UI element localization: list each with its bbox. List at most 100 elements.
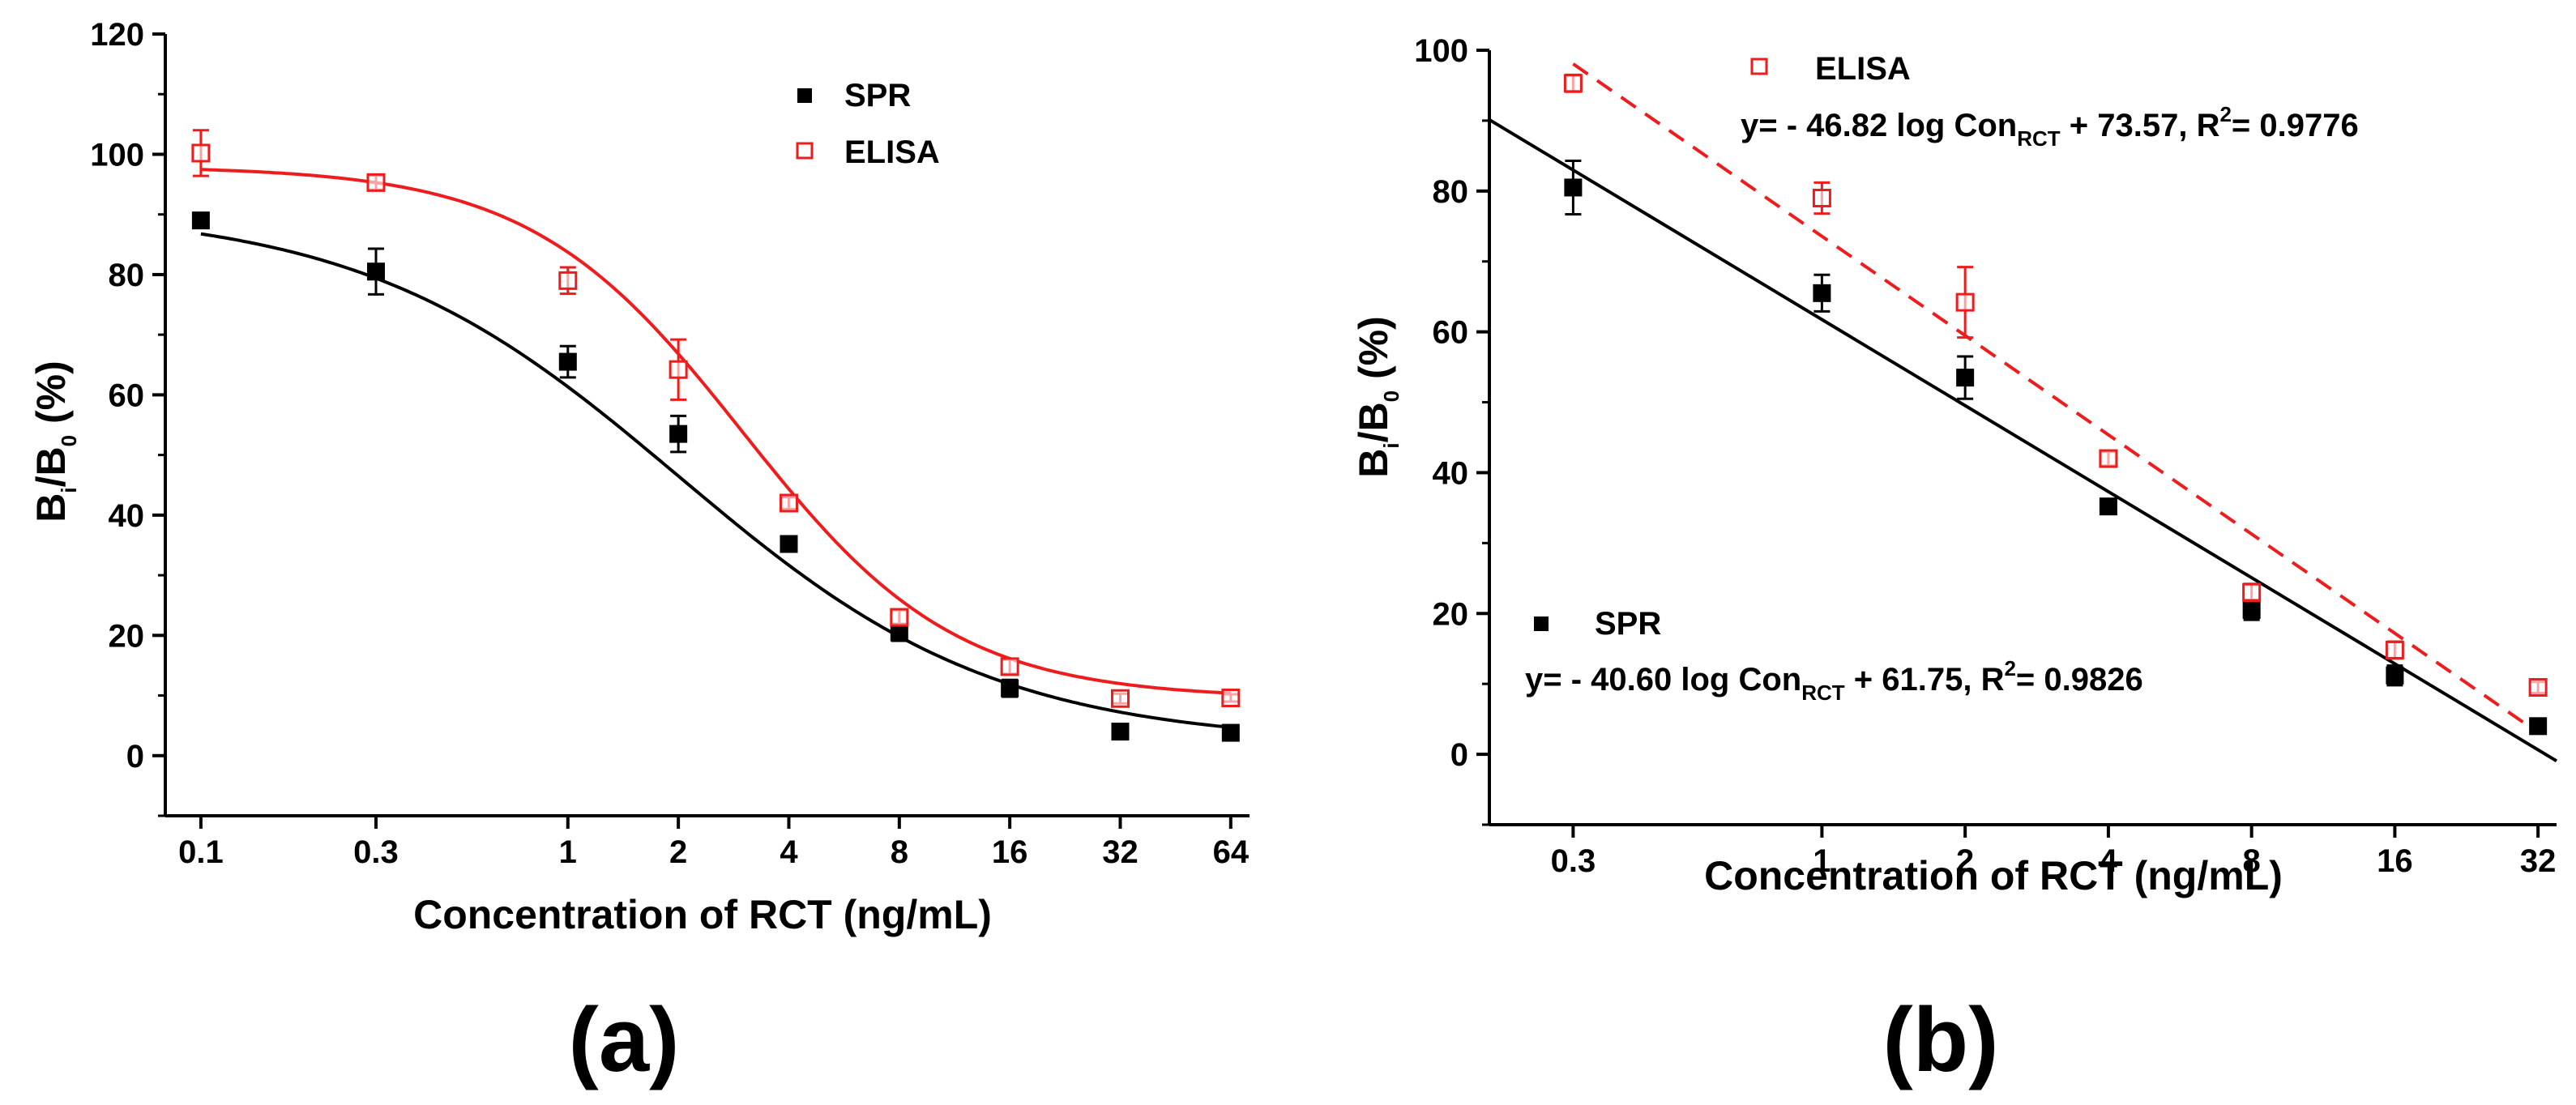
panel-a-x-axis-label: Concentration of RCT (ng/mL) (413, 892, 992, 937)
panel-a-legend-marker-elisa (796, 142, 814, 160)
panel-a-spr-point (1221, 723, 1240, 742)
panel-b-x-tick-label: 0.3 (1551, 843, 1596, 879)
panel-a-label: (a) (569, 989, 680, 1090)
panel-a-x-tick-label: 32 (1102, 834, 1138, 870)
panel-b-spr-point (2386, 666, 2404, 685)
panel-b-y-label-b: B (1351, 449, 1396, 478)
panel-a-spr-point (1001, 679, 1019, 698)
panel-b-eq-spr-lead: y= - 40.60 log Con (1525, 662, 1801, 698)
panel-a-y-tick-label: 60 (109, 378, 145, 413)
panel-a-x-tick-label: 16 (992, 834, 1028, 870)
panel-a-elisa-point (558, 271, 578, 290)
panel-b-spr-point (2099, 497, 2117, 516)
panel-b-y-axis-label: Bi/B0 (%) (1351, 316, 1403, 477)
panel-a-spr-point (780, 535, 798, 553)
panel-a-legend-label-spr: SPR (844, 78, 911, 113)
panel-a-legend-label-elisa: ELISA (844, 134, 940, 170)
panel-b-y-label-sub-i: i (1379, 442, 1403, 448)
panel-b-y-label-unit: (%) (1351, 316, 1396, 390)
panel-a-spr-point (1111, 723, 1130, 741)
panel-a-elisa-fit-line (200, 168, 1231, 695)
panel-b-x-tick-label: 1 (1813, 843, 1831, 879)
panel-b-y-label-sub-0: 0 (1379, 390, 1403, 402)
panel-a-y-label-b: B (28, 493, 74, 523)
panel-a-elisa-point (1110, 689, 1130, 708)
panel-a-x-tick-label: 8 (891, 834, 908, 870)
panel-b-legend-label-spr: SPR (1595, 606, 1661, 642)
panel-a-y-tick-label: 20 (109, 618, 145, 654)
panel-a-y-tick-label: 40 (109, 498, 145, 534)
panel-b-elisa-fit-line (1572, 62, 2540, 734)
panel-a-elisa-point (1221, 689, 1241, 708)
panel-a-elisa-point (669, 360, 688, 379)
panel-a-spr-point (669, 425, 688, 443)
panel-b-spr-point (1956, 369, 1975, 387)
panel-b-elisa-point (2528, 678, 2548, 698)
panel-b-plot-area: 0 20 40 60 80 100 0.3 1 2 4 8 16 32 (1414, 33, 2558, 879)
panel-b-y-tick-label: 80 (1433, 174, 1469, 210)
panel-b-elisa-point (2099, 449, 2118, 468)
panel-b-legend-marker-elisa (1750, 58, 1768, 75)
panel-b-eq-spr-tail: = 0.9826 (2016, 662, 2143, 698)
panel-a-spr-fit-line (200, 232, 1231, 729)
panel-b-x-tick-label: 4 (2100, 843, 2118, 879)
panel-b-elisa-point (1955, 292, 1975, 312)
panel-a-y-tick-label: 120 (90, 17, 144, 53)
panel-a-x-tick-label: 64 (1213, 834, 1250, 870)
panel-b-eq-elisa-sub: RCT (2017, 126, 2061, 151)
panel-a-y-label-unit: (%) (28, 361, 74, 435)
panel-b-legend-marker-spr (1534, 616, 1549, 631)
panel-a-elisa-point (890, 608, 909, 627)
panel-a-spr-point (890, 623, 908, 642)
panel-a-y-axis-label: Bi/B0 (%) (28, 361, 81, 522)
panel-a-y-tick-label: 0 (126, 739, 144, 774)
panel-b-elisa-point (1812, 189, 1831, 208)
panel-b-eq-elisa-mid: + 73.57, R (2061, 108, 2220, 143)
panel-b-legend-spr: SPR y= - 40.60 log ConRCT + 61.75, R2= 0… (1525, 606, 2143, 705)
panel-a-x-tick-label: 1 (559, 834, 577, 870)
panel-b-elisa-point (2242, 582, 2262, 602)
panel-a: 0 20 40 60 80 100 120 0.1 0.3 1 2 4 8 16 32 64 SPR ELIS… (28, 17, 1250, 1090)
panel-b-x-tick-label: 16 (2377, 843, 2413, 879)
panel-a-legend-marker-spr (797, 88, 812, 103)
panel-b-y-tick-label: 20 (1433, 596, 1469, 632)
panel-a-y-label-slash-b: /B (28, 446, 74, 487)
panel-b-eq-elisa-lead: y= - 46.82 log Con (1741, 108, 2017, 143)
panel-b-y-tick-label: 0 (1450, 737, 1468, 773)
panel-a-x-tick-label: 0.3 (353, 834, 399, 870)
panel-b-eq-spr-sup: 2 (2004, 656, 2015, 680)
panel-a-y-label-sub-i: i (57, 487, 81, 493)
panel-a-x-tick-label: 4 (780, 834, 798, 870)
panel-b-eq-spr-sub: RCT (1801, 680, 1845, 705)
panel-b-spr-point (1813, 284, 1831, 302)
panel-a-plot-area: 0 20 40 60 80 100 120 0.1 0.3 1 2 4 8 16 32 64 (90, 17, 1250, 870)
panel-a-spr-point (366, 262, 385, 281)
panel-b-spr-fit-line (1488, 118, 2558, 763)
panel-a-legend: SPR ELISA (796, 78, 940, 170)
panel-b-y-tick-label: 100 (1414, 33, 1468, 69)
panel-b-eq-elisa-tail: = 0.9776 (2232, 108, 2359, 143)
panel-b-equation-spr: y= - 40.60 log ConRCT + 61.75, R2= 0.982… (1525, 656, 2143, 705)
panel-a-elisa-point (1000, 657, 1019, 676)
panel-b-x-tick-label: 8 (2243, 843, 2261, 879)
panel-b-y-tick-label: 40 (1433, 455, 1469, 491)
panel-a-elisa-point (779, 493, 798, 513)
panel-b-x-axis-label: Concentration of RCT (ng/mL) (1704, 853, 2283, 898)
panel-b-elisa-point (2385, 640, 2404, 659)
panel-b-spr-point (2242, 600, 2261, 619)
panel-a-elisa-point (366, 173, 386, 192)
panel-a-x-tick-label: 2 (669, 834, 687, 870)
panel-b-spr-point (2529, 717, 2548, 736)
panel-a-x-tick-label: 0.1 (178, 834, 224, 870)
panel-b-x-tick-label: 2 (1956, 843, 1974, 879)
panel-a-spr-point (558, 352, 577, 371)
panel-b-equation-elisa: y= - 46.82 log ConRCT + 73.57, R2= 0.977… (1741, 102, 2359, 151)
panel-b-legend-label-elisa: ELISA (1815, 51, 1911, 87)
panel-b-eq-elisa-sup: 2 (2219, 102, 2231, 126)
panel-a-elisa-point (191, 143, 211, 163)
panel-b-elisa-point (1563, 74, 1583, 93)
panel-a-y-tick-label: 100 (90, 137, 144, 173)
panel-a-y-label-sub-0: 0 (57, 435, 81, 446)
